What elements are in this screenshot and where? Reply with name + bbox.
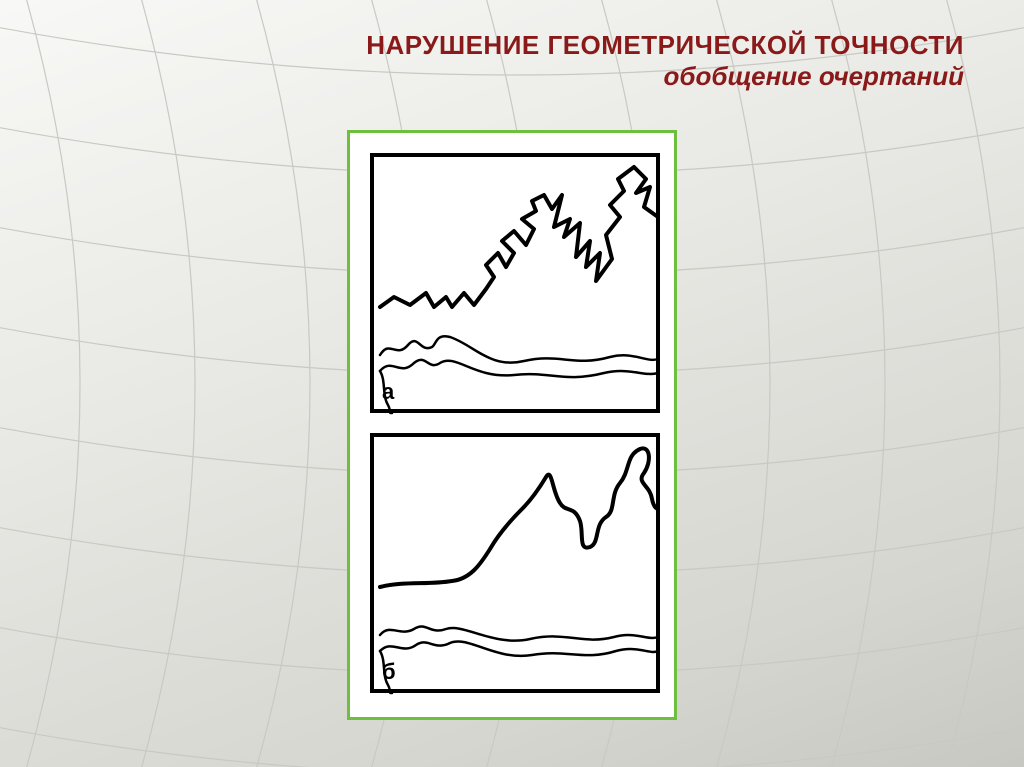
title-line-2: обобщение очертаний <box>0 61 964 92</box>
figure-frame: а б <box>347 130 677 720</box>
slide: НАРУШЕНИЕ ГЕОМЕТРИЧЕСКОЙ ТОЧНОСТИ обобще… <box>0 0 1024 767</box>
slide-title: НАРУШЕНИЕ ГЕОМЕТРИЧЕСКОЙ ТОЧНОСТИ обобще… <box>0 30 964 92</box>
panel-b: б <box>370 433 660 693</box>
panel-a-label: а <box>382 379 394 405</box>
panel-a: а <box>370 153 660 413</box>
panel-b-label: б <box>382 659 396 685</box>
panel-b-drawing <box>374 437 664 697</box>
title-line-1: НАРУШЕНИЕ ГЕОМЕТРИЧЕСКОЙ ТОЧНОСТИ <box>0 30 964 61</box>
panel-a-drawing <box>374 157 664 417</box>
